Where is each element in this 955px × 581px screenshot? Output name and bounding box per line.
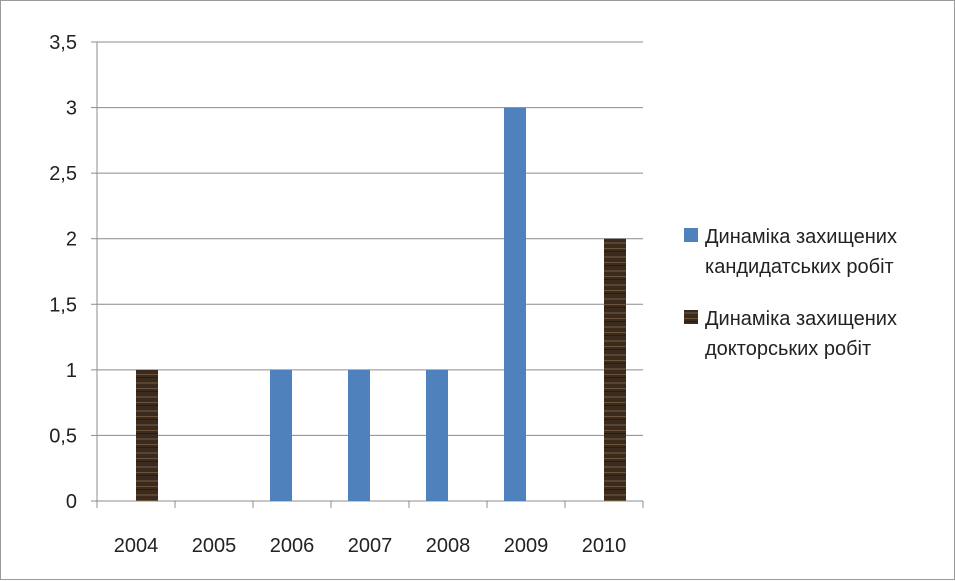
bar-candidate-2007 <box>348 369 370 501</box>
bar-candidate-2009 <box>504 107 526 502</box>
y-tick-label: 2,5 <box>49 163 77 185</box>
x-tick-label: 2006 <box>270 535 315 557</box>
y-tick-label: 2 <box>66 229 77 251</box>
legend-label: Динаміка захищених кандидатських робіт <box>705 226 897 278</box>
x-tick-label: 2009 <box>504 535 549 557</box>
legend-label: Динаміка захищених докторських робіт <box>705 308 897 360</box>
x-tick-label: 2008 <box>426 535 471 557</box>
legend-swatch <box>684 228 698 242</box>
y-tick-label: 1,5 <box>49 294 77 316</box>
y-tick-label: 3 <box>66 98 77 120</box>
gridlines <box>97 41 643 436</box>
y-axis-tick-labels: 0 0,5 1 1,5 2 2,5 3 3,5 <box>49 32 77 513</box>
x-axis-tick-labels: 2004 2005 2006 2007 2008 2009 2010 <box>114 535 627 557</box>
x-tick-label: 2007 <box>348 535 393 557</box>
bars <box>136 107 626 502</box>
y-tick-label: 0 <box>66 491 77 513</box>
legend-swatch <box>684 310 698 324</box>
x-tick-label: 2005 <box>192 535 237 557</box>
legend: Динаміка захищених кандидатських робіт Дин… <box>684 226 897 360</box>
bar-candidate-2008 <box>426 369 448 501</box>
bar-doctoral-2010 <box>604 238 626 501</box>
bar-doctoral-2004 <box>136 369 158 501</box>
bar-candidate-2006 <box>270 369 292 501</box>
y-tick-label: 1 <box>66 360 77 382</box>
x-tick-label: 2010 <box>582 535 627 557</box>
x-tick-label: 2004 <box>114 535 159 557</box>
y-tick-label: 0,5 <box>49 425 77 447</box>
y-tick-label: 3,5 <box>49 32 77 54</box>
